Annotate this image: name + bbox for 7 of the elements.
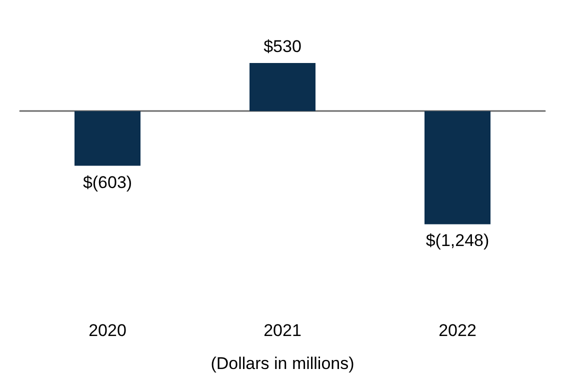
x-tick-label: 2021 [264,321,302,340]
data-label: $(603) [82,172,132,192]
x-axis-title: (Dollars in millions) [210,354,354,373]
x-tick-label: 2020 [88,321,126,340]
x-tick-label: 2022 [438,321,476,340]
data-label: $(1,248) [426,231,490,250]
data-label: $530 [264,37,302,56]
